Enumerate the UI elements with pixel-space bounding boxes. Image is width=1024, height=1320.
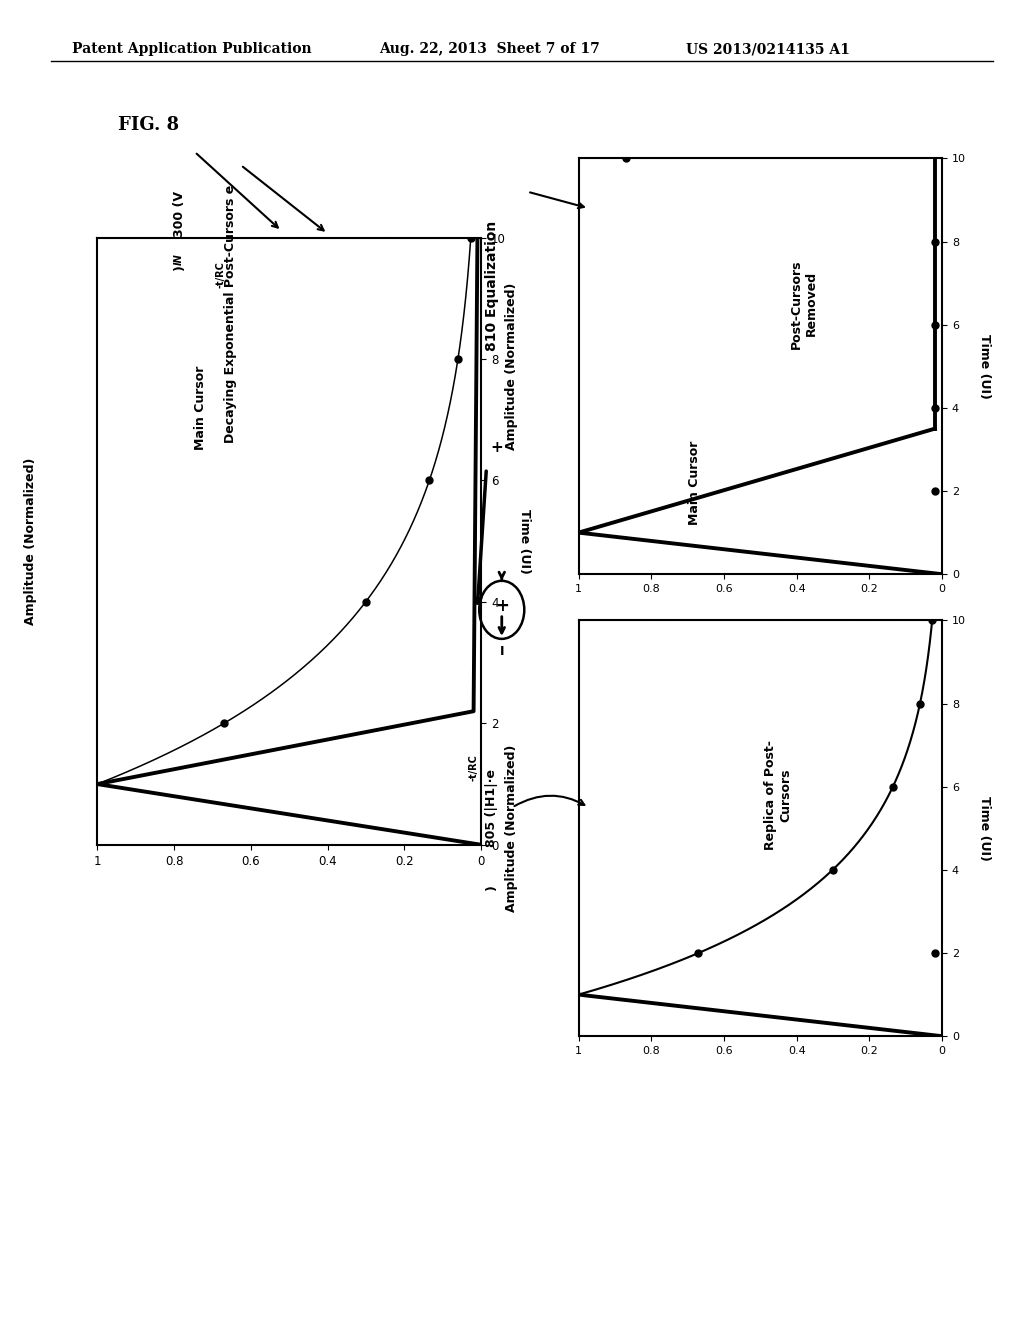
Text: ): ) [485, 884, 498, 890]
Text: Main Cursor: Main Cursor [195, 366, 208, 450]
Text: Amplitude (Normalized): Amplitude (Normalized) [25, 458, 37, 624]
Text: Aug. 22, 2013  Sheet 7 of 17: Aug. 22, 2013 Sheet 7 of 17 [379, 42, 600, 57]
Text: US 2013/0214135 A1: US 2013/0214135 A1 [686, 42, 850, 57]
Text: IN: IN [174, 253, 184, 265]
Text: -t/RC: -t/RC [468, 755, 478, 781]
Text: +: + [490, 440, 503, 455]
Text: -t/RC: -t/RC [215, 261, 225, 288]
Text: Main Cursor: Main Cursor [688, 441, 701, 525]
Text: +: + [495, 597, 509, 615]
Text: FIG. 8: FIG. 8 [118, 116, 179, 135]
Text: Patent Application Publication: Patent Application Publication [72, 42, 311, 57]
Y-axis label: Time (UI): Time (UI) [978, 796, 991, 861]
Text: Amplitude (Normalized): Amplitude (Normalized) [506, 744, 518, 912]
Text: 810 Equalization: 810 Equalization [484, 220, 499, 351]
Text: 805 (|H1|·e: 805 (|H1|·e [485, 768, 498, 846]
Text: Replica of Post-
Cursors: Replica of Post- Cursors [765, 741, 793, 850]
Text: Post-Cursors
Removed: Post-Cursors Removed [790, 259, 818, 348]
Y-axis label: Time (UI): Time (UI) [518, 508, 530, 574]
Text: 300 (V: 300 (V [173, 191, 185, 238]
Text: I: I [500, 645, 504, 659]
Text: Amplitude (Normalized): Amplitude (Normalized) [506, 282, 518, 450]
Text: Decaying Exponential Post-Cursors e: Decaying Exponential Post-Cursors e [224, 185, 237, 444]
Y-axis label: Time (UI): Time (UI) [978, 334, 991, 399]
Text: ): ) [173, 264, 185, 269]
